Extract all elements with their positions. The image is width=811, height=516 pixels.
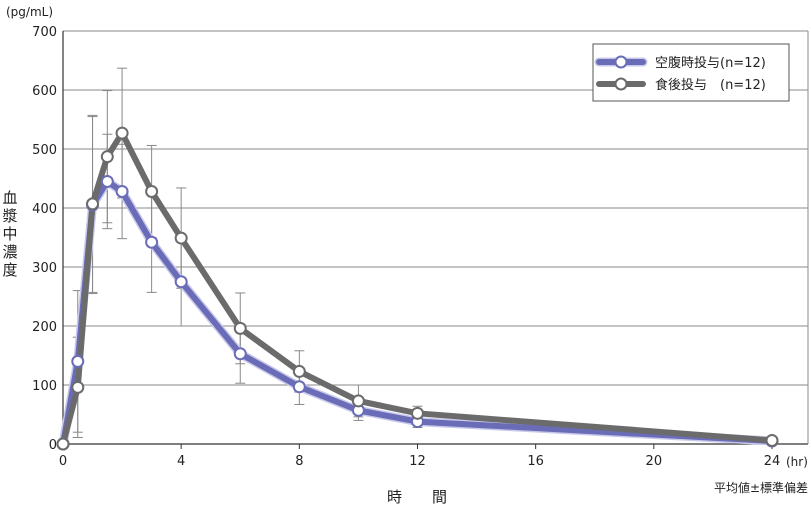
data-point [765, 433, 779, 447]
data-point [411, 406, 424, 420]
data-point [174, 275, 188, 289]
legend-items: 空腹時投与(n=12) 食後投与 (n=12) [594, 55, 766, 93]
x-axis-label: 時 間 [387, 488, 447, 506]
series-line [60, 130, 775, 447]
y-tick-label: 0 [49, 438, 57, 453]
legend-marker [614, 77, 628, 91]
data-point [292, 364, 306, 378]
x-tick-label: 4 [177, 454, 185, 469]
legend-box [592, 43, 790, 102]
y-axis-label-char: 漿 [2, 207, 17, 225]
grid-lines [63, 30, 808, 386]
y-axis-label-char: 度 [2, 261, 17, 279]
y-tick-label: 400 [32, 202, 57, 217]
data-point [115, 126, 129, 140]
legend: 空腹時投与(n=12) 食後投与 (n=12) [592, 43, 790, 102]
data-point [174, 231, 188, 245]
y-tick-label: 700 [32, 25, 57, 40]
x-tick-label: 8 [295, 454, 303, 469]
x-tick-label: 16 [527, 454, 544, 469]
data-point [71, 380, 85, 394]
x-tick-label: 20 [646, 454, 663, 469]
legend-label: 空腹時投与(n=12) [655, 55, 766, 71]
data-point [233, 321, 247, 335]
data-point [115, 184, 129, 198]
data-point [351, 394, 365, 408]
footnote: 平均値±標準偏差 [714, 480, 808, 495]
y-axis-label-char: 中 [2, 225, 17, 243]
y-axis-unit: (pg/mL) [6, 5, 53, 19]
data-point [56, 437, 70, 451]
legend-label: 食後投与 (n=12) [655, 77, 766, 93]
y-tick-label: 600 [32, 84, 57, 99]
data-point [145, 184, 159, 198]
data-point [86, 197, 100, 211]
data-point [292, 380, 306, 394]
y-tick-label: 200 [32, 320, 57, 335]
x-tick-label: 12 [409, 454, 426, 469]
axes [62, 31, 809, 449]
error-bars [72, 67, 423, 439]
data-point [233, 347, 247, 361]
data-point [100, 150, 114, 164]
series-lines [56, 126, 779, 451]
data-point [71, 354, 85, 368]
y-tick-label: 100 [32, 379, 57, 394]
x-tick-label: 24 [764, 454, 781, 469]
x-tick-label: 0 [59, 454, 67, 469]
data-point [145, 235, 159, 249]
y-tick-label: 500 [32, 143, 57, 158]
x-axis-unit: (hr) [786, 455, 808, 469]
tick-labels: 0 4 8 12 16 20 24 0 100 200 300 400 500 600 700 [32, 25, 780, 469]
y-tick-label: 300 [32, 261, 57, 276]
y-axis-label-char: 濃 [2, 243, 17, 261]
y-axis-label-char: 血 [2, 189, 17, 207]
legend-marker [614, 55, 628, 69]
data-point [100, 174, 114, 188]
